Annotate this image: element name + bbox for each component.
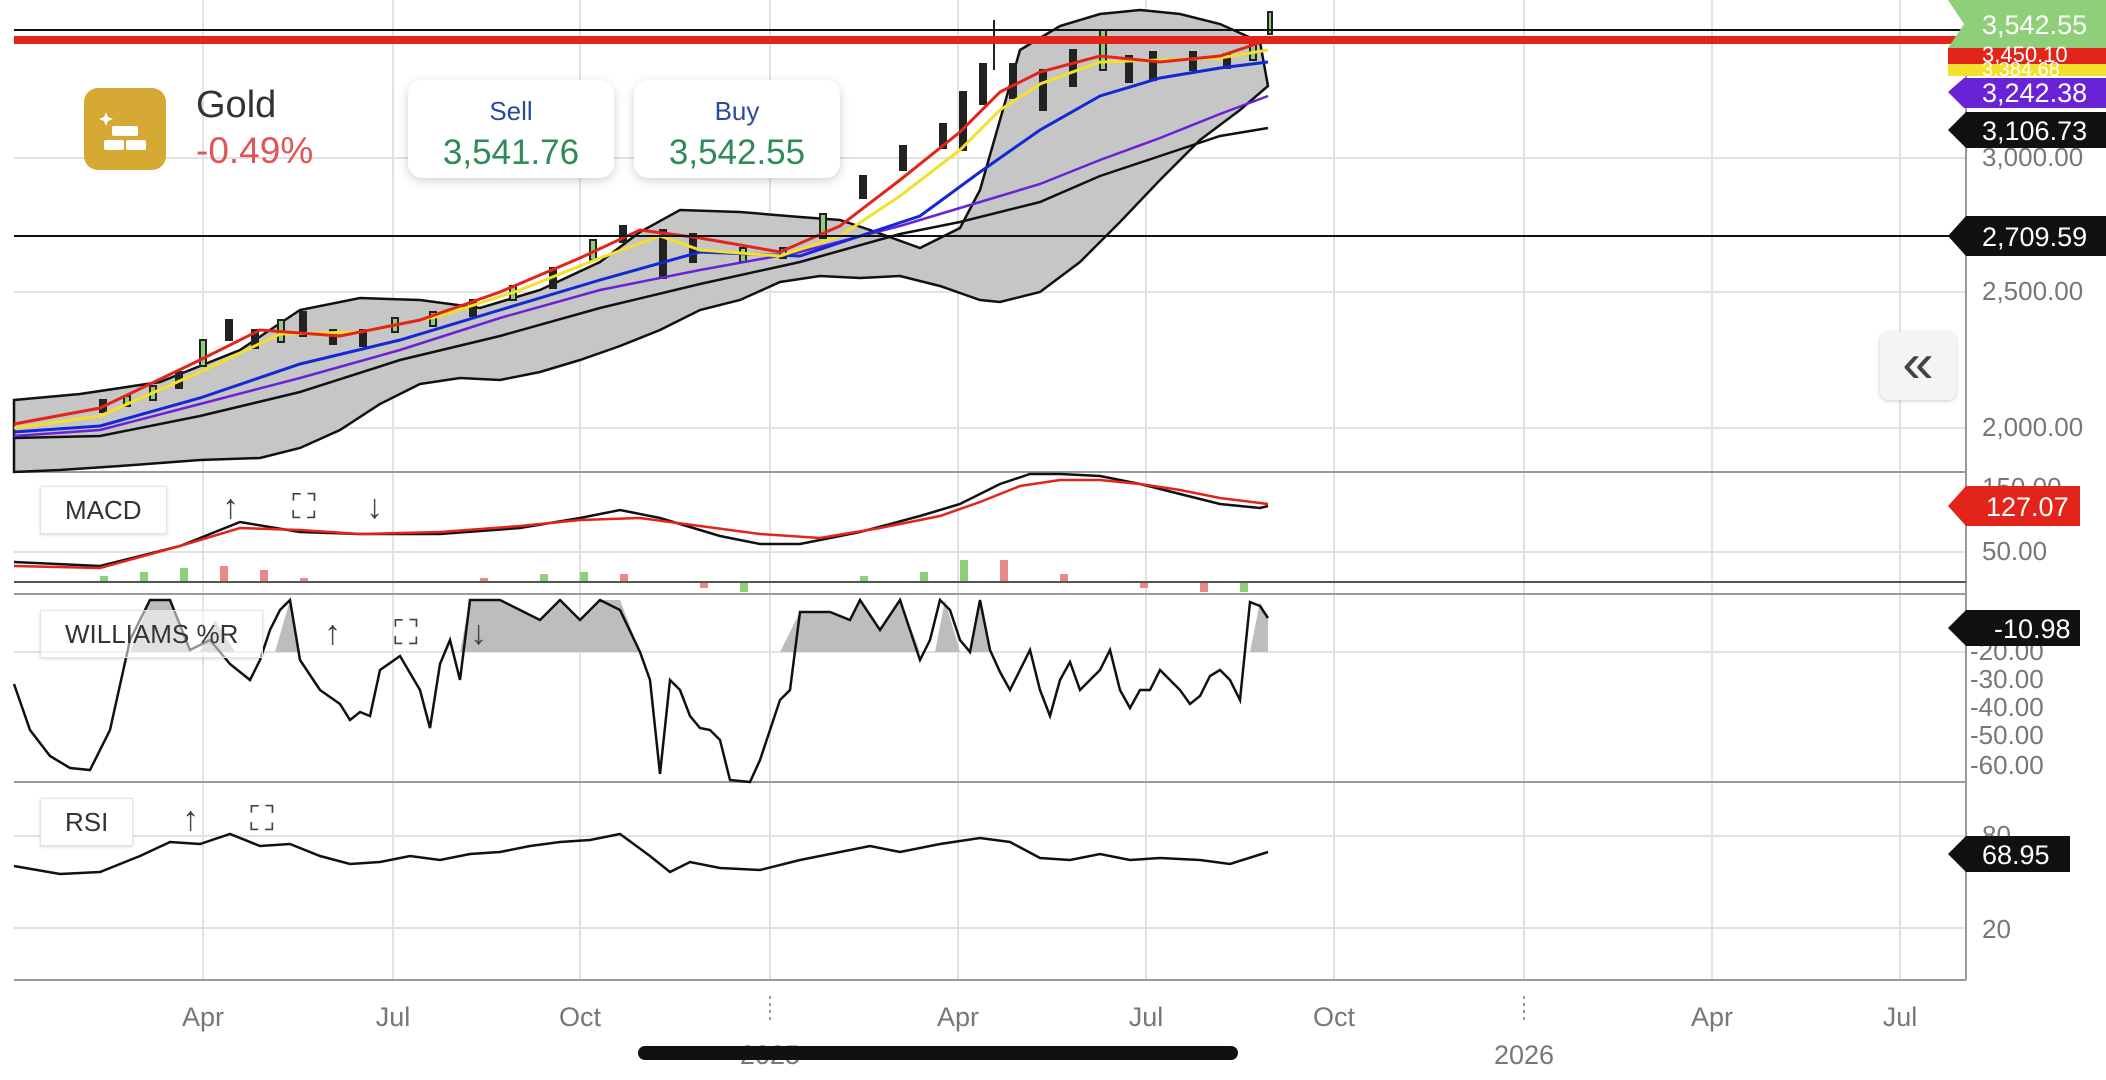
williams-value-label: -10.98 (1994, 614, 2071, 644)
buy-button[interactable]: Buy 3,542.55 (634, 80, 840, 178)
expand-icon[interactable]: ⛶ (292, 488, 316, 526)
sell-price: 3,541.76 (442, 133, 580, 172)
wr-tick-40: -40.00 (1970, 692, 2044, 722)
rsi-tick-20: 20 (1982, 914, 2011, 944)
month-label: Oct (1313, 1002, 1356, 1032)
month-label: Apr (937, 1002, 979, 1032)
arrow-down-icon[interactable]: ↓ (366, 488, 383, 526)
rsi-value-label: 68.95 (1982, 840, 2050, 870)
sell-button[interactable]: Sell 3,541.76 (408, 80, 614, 178)
arrow-up-icon[interactable]: ↑ (182, 800, 199, 838)
collapse-panel-button[interactable]: « (1880, 332, 1956, 400)
buy-label: Buy (714, 96, 760, 126)
macd-tick-50: 50.00 (1982, 536, 2047, 566)
ema-black (13, 126, 1269, 440)
macd-signal-line (13, 478, 1269, 570)
expand-icon[interactable]: ⛶ (250, 800, 274, 838)
price-label-current: 3,542.55 (1982, 10, 2087, 40)
axis-tick-2500: 2,500.00 (1982, 276, 2083, 306)
macd-value-label: 127.07 (1986, 492, 2069, 522)
axis-tick-2000: 2,000.00 (1982, 412, 2083, 442)
ema-purple (13, 94, 1269, 438)
price-label-yellow: 3,384.68 (1982, 59, 2060, 81)
arrow-up-icon[interactable]: ↑ (222, 488, 239, 526)
double-chevron-left-icon: « (1902, 331, 1934, 394)
williams-indicator-label[interactable]: WILLIAMS %R (40, 610, 264, 658)
ema-red (13, 38, 1269, 426)
wr-tick-60: -60.00 (1970, 750, 2044, 780)
price-label-black: 3,106.73 (1982, 116, 2087, 146)
rsi-line (13, 832, 1269, 876)
gold-bars-icon (99, 112, 146, 150)
home-indicator[interactable] (638, 1046, 1238, 1060)
month-label: Apr (1691, 1002, 1733, 1032)
arrow-down-icon[interactable]: ↓ (470, 614, 487, 652)
williams-line (12, 597, 1270, 784)
instrument-change: -0.49% (196, 130, 314, 171)
price-label-hline: 2,709.59 (1982, 222, 2087, 252)
macd-indicator-label[interactable]: MACD (40, 486, 167, 534)
month-label: Jul (376, 1002, 411, 1032)
instrument-icon-tile (84, 88, 166, 170)
ema-blue (13, 60, 1269, 434)
month-label: Oct (559, 1002, 602, 1032)
wr-tick-50: -50.00 (1970, 720, 2044, 750)
horizontal-grid (14, 157, 1966, 929)
rsi-indicator-label[interactable]: RSI (40, 798, 134, 846)
year-label: 2026 (1494, 1040, 1554, 1070)
price-label-purple: 3,242.38 (1982, 78, 2087, 108)
sell-label: Sell (489, 96, 533, 126)
month-label: Apr (182, 1002, 224, 1032)
williams-overbought-fill (130, 600, 1268, 652)
expand-icon[interactable]: ⛶ (394, 614, 418, 652)
arrow-up-icon[interactable]: ↑ (324, 614, 341, 652)
buy-price: 3,542.55 (668, 133, 806, 172)
price-label-red: 3,450.10 (1982, 42, 2068, 67)
wr-tick-30: -30.00 (1970, 664, 2044, 694)
macd-histogram (100, 560, 1248, 592)
month-label: Jul (1129, 1002, 1164, 1032)
month-label: Jul (1883, 1002, 1918, 1032)
instrument-name: Gold (196, 84, 277, 126)
